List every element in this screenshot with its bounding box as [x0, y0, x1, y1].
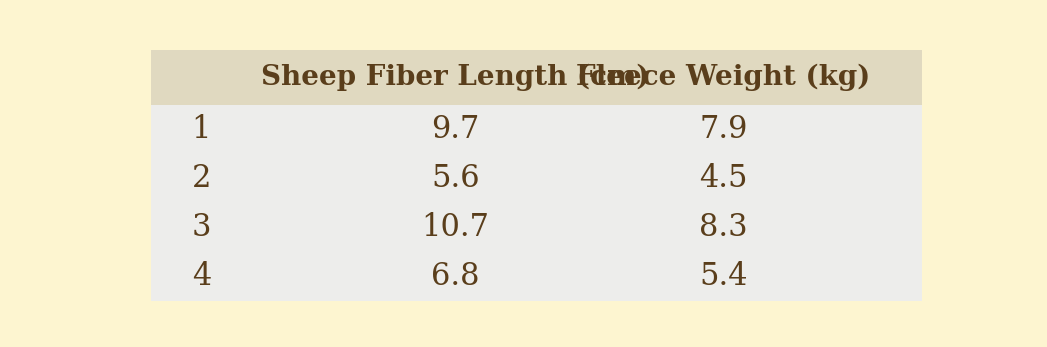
Text: Fleece Weight (kg): Fleece Weight (kg) [576, 64, 870, 91]
Text: 8.3: 8.3 [699, 212, 748, 243]
Bar [151, 105, 922, 301]
Text: Sheep Fiber Length (cm): Sheep Fiber Length (cm) [262, 64, 649, 91]
Text: 4: 4 [192, 261, 211, 292]
Text: 5.6: 5.6 [431, 163, 480, 194]
Text: 3: 3 [192, 212, 211, 243]
Text: 6.8: 6.8 [431, 261, 480, 292]
Text: 7.9: 7.9 [699, 114, 748, 145]
Text: 9.7: 9.7 [431, 114, 480, 145]
Text: 10.7: 10.7 [422, 212, 489, 243]
Text: 1: 1 [192, 114, 211, 145]
Text: 4.5: 4.5 [699, 163, 748, 194]
Text: 2: 2 [192, 163, 211, 194]
Text: 5.4: 5.4 [699, 261, 748, 292]
Bar [151, 50, 922, 105]
